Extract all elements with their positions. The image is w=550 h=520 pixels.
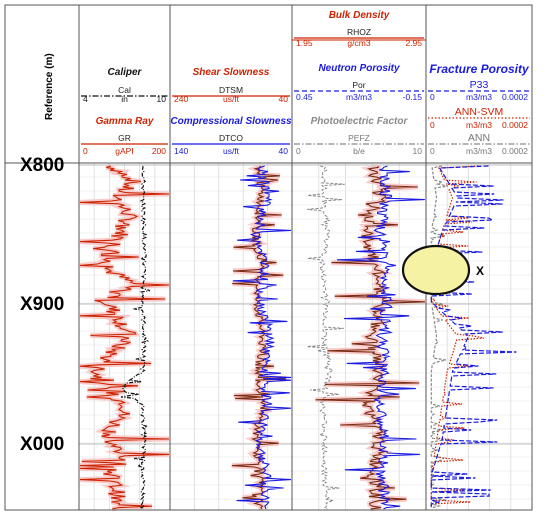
curve-mnemonic: RHOZ <box>347 27 371 37</box>
scale-max: 0.0002 <box>502 120 528 130</box>
scale-max: 40 <box>279 94 289 104</box>
track-title: Fracture Porosity <box>429 62 530 76</box>
scale-unit: g/cm3 <box>347 38 370 48</box>
curve-mnemonic: P33 <box>470 79 489 91</box>
curve-mnemonic: ANN-SVM <box>455 106 503 118</box>
curve-gr <box>79 165 170 510</box>
scale-min: 0 <box>430 92 435 102</box>
track-title: Compressional Slowness <box>170 116 292 127</box>
scale-unit: gAPI <box>115 146 133 156</box>
scale-max: 10 <box>413 146 423 156</box>
scale-max: 2.95 <box>405 38 422 48</box>
scale-unit: in <box>121 94 128 104</box>
fracture-zone-label: X <box>476 264 484 278</box>
scale-min: 0 <box>430 146 435 156</box>
curve-p33 <box>430 165 517 508</box>
reference-axis-label: Reference (m) <box>44 53 55 120</box>
scale-unit: m3/m3 <box>466 146 492 156</box>
curve-mnemonic: Cal <box>118 85 131 95</box>
scale-max: 0.0002 <box>502 92 528 102</box>
curve-mnemonic: DTCO <box>219 133 243 143</box>
fracture-zone-ellipse <box>401 244 471 296</box>
track-title: Gamma Ray <box>96 116 154 127</box>
curve-mnemonic: DTSM <box>219 85 243 95</box>
curve-mnemonic: ANN <box>468 132 490 144</box>
grid-layer <box>79 163 532 510</box>
curve-dtco <box>232 165 292 510</box>
track-title: Bulk Density <box>329 10 390 21</box>
curve-mnemonic: Por <box>352 80 365 90</box>
frame-layer <box>4 4 533 511</box>
track-title: Shear Slowness <box>193 67 270 78</box>
curve-ann <box>429 165 449 509</box>
scale-unit: us/ft <box>223 146 240 156</box>
scale-unit: m3/m3 <box>466 92 492 102</box>
scale-min: 1.95 <box>296 38 313 48</box>
curve-cal <box>120 165 151 510</box>
header-layer: Caliper Cal 4 in 10 Gamma Ray GR 0 gAPI 200 Shear … <box>81 10 530 156</box>
scale-min: 0 <box>430 120 435 130</box>
curve-layer <box>79 165 517 510</box>
track-title: Caliper <box>108 67 143 78</box>
scale-min: 0 <box>83 146 88 156</box>
scale-unit: m3/m3 <box>466 120 492 130</box>
scale-min: 0 <box>296 146 301 156</box>
scale-max: 0.0002 <box>502 146 528 156</box>
scale-max: 200 <box>152 146 166 156</box>
scale-unit: us/ft <box>223 94 240 104</box>
curve-ann-svm <box>430 165 484 508</box>
scale-max: -0.15 <box>403 92 423 102</box>
curve-rhoz <box>315 165 426 510</box>
depth-label-x000: X000 <box>20 434 64 455</box>
scale-min: 140 <box>174 146 188 156</box>
scale-unit: m3/m3 <box>346 92 372 102</box>
scale-unit: b/e <box>353 146 365 156</box>
scale-min: 0.45 <box>296 92 313 102</box>
curve-mnemonic: PEFZ <box>348 133 370 143</box>
scale-min: 240 <box>174 94 188 104</box>
depth-label-x900: X900 <box>20 294 64 315</box>
curve-por <box>336 165 425 510</box>
curve-pefz <box>307 165 345 510</box>
track-title: Neutron Porosity <box>318 63 400 74</box>
curve-mnemonic: GR <box>118 133 131 143</box>
depth-label-x800: X800 <box>20 155 64 176</box>
scale-min: 4 <box>83 94 88 104</box>
chart-frame <box>4 4 533 511</box>
track-title: Photoelectric Factor <box>311 116 409 127</box>
scale-max: 40 <box>279 146 289 156</box>
scale-max: 10 <box>157 94 167 104</box>
